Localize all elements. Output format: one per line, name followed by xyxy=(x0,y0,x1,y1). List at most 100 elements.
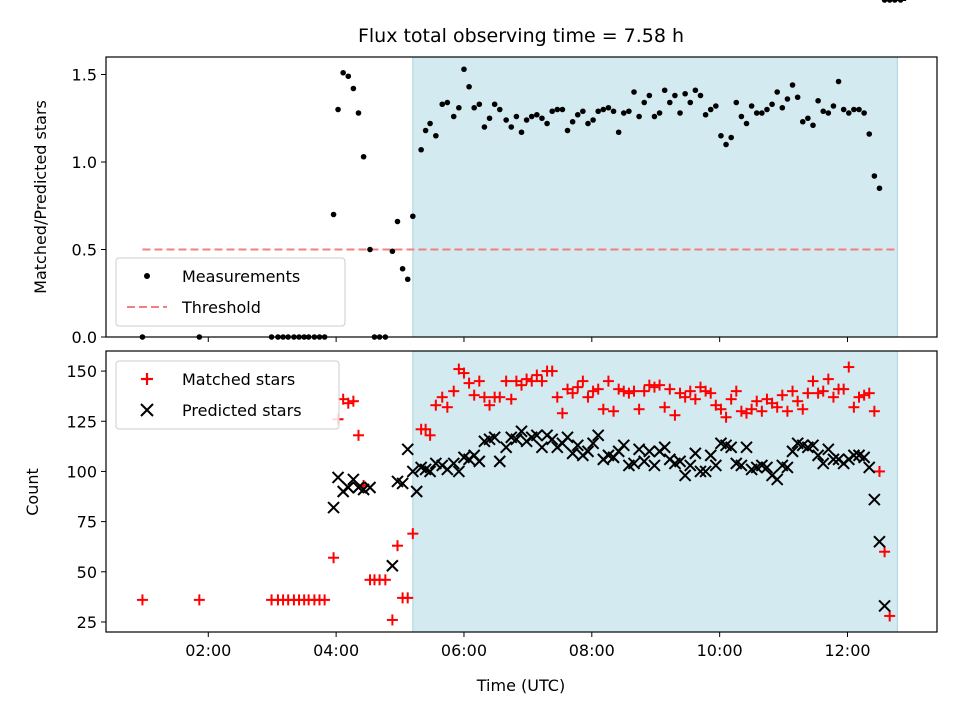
matched-star-point xyxy=(812,387,824,399)
bottom-y-axis-label: Count xyxy=(23,468,42,516)
measurement-point xyxy=(769,101,775,108)
measurement-point xyxy=(794,94,801,101)
matched-star-point xyxy=(843,361,855,373)
predicted-star-point xyxy=(386,559,399,572)
matched-star-point xyxy=(817,385,829,397)
matched-star-point xyxy=(536,375,548,387)
measurement-point xyxy=(595,108,602,115)
measurement-point xyxy=(753,110,760,116)
predicted-star-point xyxy=(770,473,784,486)
matched-star-point xyxy=(873,465,885,477)
bottom-y-tick-label: 150 xyxy=(66,362,97,381)
predicted-star-point xyxy=(510,433,523,446)
predicted-star-point xyxy=(452,465,466,478)
matched-star-point xyxy=(628,385,640,397)
matched-star-point xyxy=(776,389,788,401)
matched-star-point xyxy=(725,393,737,405)
measurement-point xyxy=(590,117,596,123)
bottom-y-tick-label: 75 xyxy=(77,513,97,532)
measurement-point xyxy=(433,132,439,139)
predicted-star-point xyxy=(694,465,707,478)
predicted-star-point xyxy=(396,477,409,490)
matched-star-point xyxy=(868,405,880,417)
predicted-star-point xyxy=(643,445,656,458)
predicted-star-point xyxy=(873,535,886,548)
matched-star-point xyxy=(505,393,517,405)
measurement-point xyxy=(605,104,612,111)
measurement-point xyxy=(410,213,416,220)
measurement-point xyxy=(759,110,765,116)
legend-matched-marker xyxy=(141,373,153,385)
predicted-star-point xyxy=(447,457,460,470)
matched-star-point xyxy=(602,375,614,387)
predicted-star-point xyxy=(678,469,692,482)
measurement-point xyxy=(677,110,683,116)
matched-star-point xyxy=(193,594,205,606)
measurement-point xyxy=(820,108,827,115)
predicted-star-point xyxy=(878,599,891,613)
x-tick-label: 04:00 xyxy=(313,641,359,660)
x-tick-label: 10:00 xyxy=(697,641,743,660)
measurement-point xyxy=(600,106,607,113)
measurement-point xyxy=(692,87,699,94)
matched-star-point xyxy=(827,391,839,403)
predicted-star-point xyxy=(423,465,437,478)
measurement-point xyxy=(503,117,509,123)
measurement-point xyxy=(486,115,493,122)
matched-star-point xyxy=(771,401,783,413)
predicted-star-point xyxy=(740,441,753,454)
legend-predicted-marker xyxy=(140,403,154,417)
measurement-point xyxy=(549,108,555,115)
predicted-star-point xyxy=(704,449,717,462)
measurement-point xyxy=(723,141,729,148)
matched-star-point xyxy=(136,594,148,606)
measurement-point xyxy=(805,115,811,122)
top-panel: 0.0 0.5 1.0 1.5 Matched/Predicted stars Mea… xyxy=(31,0,938,347)
matched-star-point xyxy=(441,401,453,413)
top-y-axis-label: Matched/Predicted stars xyxy=(31,100,50,294)
matched-star-point xyxy=(587,385,599,397)
matched-star-point xyxy=(592,383,604,395)
measurement-point xyxy=(399,265,406,272)
measurement-point xyxy=(466,83,472,90)
measurement-point xyxy=(779,104,786,111)
bottom-observing-window xyxy=(412,350,898,633)
measurement-point xyxy=(350,85,357,92)
measurement-point xyxy=(646,92,653,99)
measurement-point xyxy=(534,111,540,118)
x-axis-label: Time (UTC) xyxy=(476,676,565,695)
measurement-point xyxy=(774,89,780,95)
bottom-panel: 25 50 75 100 125 150 02:00 04:00 06:00 08:00 10:00… xyxy=(23,0,938,695)
matched-star-point xyxy=(436,391,448,403)
measurement-point xyxy=(418,146,424,153)
matched-star-point xyxy=(613,383,625,395)
predicted-star-point xyxy=(327,501,340,514)
measurement-point xyxy=(610,108,617,115)
measurement-point xyxy=(810,122,816,129)
measurement-point xyxy=(559,106,566,113)
measurement-point xyxy=(491,101,498,108)
matched-star-point xyxy=(567,387,579,399)
measurement-point xyxy=(866,131,873,137)
matched-star-point xyxy=(516,379,527,391)
measurement-point xyxy=(496,106,503,113)
measurement-point xyxy=(840,106,847,113)
measurement-point xyxy=(340,69,346,76)
matched-star-point xyxy=(420,423,432,435)
predicted-star-point xyxy=(561,431,574,444)
legend-matched-label: Matched stars xyxy=(182,370,295,389)
measurement-point xyxy=(355,110,362,116)
measurement-point xyxy=(861,110,867,116)
measurement-point xyxy=(667,99,673,106)
predicted-star-point xyxy=(530,429,544,442)
matched-star-point xyxy=(715,403,727,415)
matched-star-point xyxy=(802,387,814,399)
measurement-point xyxy=(615,129,622,136)
predicted-star-point xyxy=(632,443,646,456)
measurement-point xyxy=(367,246,373,253)
matched-star-point xyxy=(863,387,875,399)
measurement-point xyxy=(718,132,724,139)
predicted-star-point xyxy=(863,461,876,474)
legend-predicted-label: Predicted stars xyxy=(182,401,302,420)
